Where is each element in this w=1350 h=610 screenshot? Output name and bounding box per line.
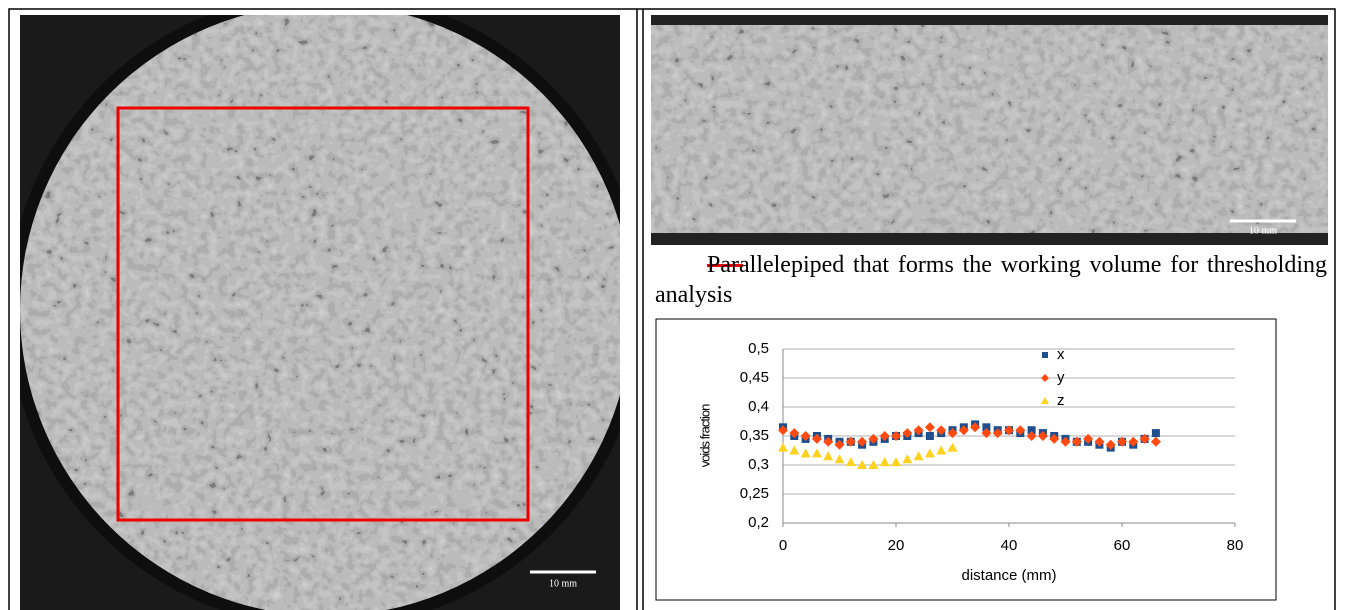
data-point <box>981 428 992 439</box>
working-volume-box <box>116 106 530 522</box>
y-tick-label: 0,3 <box>748 456 769 473</box>
data-point <box>1151 429 1160 438</box>
legend-line <box>707 264 743 267</box>
scale-label: 10 mm <box>1249 225 1277 236</box>
ct-cross-section <box>20 15 620 610</box>
data-point <box>800 448 811 458</box>
data-point <box>845 436 856 447</box>
caption: Parallelepiped that forms the working vo… <box>655 252 1327 308</box>
data-point <box>811 433 822 444</box>
data-point <box>902 428 913 439</box>
data-point <box>811 448 822 458</box>
data-point <box>1027 426 1036 435</box>
data-point <box>947 442 958 452</box>
data-point <box>936 445 947 455</box>
data-point <box>1026 431 1037 441</box>
x-tick-label: 0 <box>779 537 787 554</box>
data-point <box>800 431 811 441</box>
data-point <box>1049 433 1060 444</box>
legend-label: x <box>1057 346 1065 363</box>
data-point <box>902 454 913 464</box>
data-point <box>936 425 947 436</box>
data-point <box>1071 436 1082 447</box>
data-point <box>982 423 991 432</box>
data-point <box>857 460 868 469</box>
data-point <box>834 454 845 464</box>
chart-frame <box>655 318 1277 601</box>
data-point <box>970 422 981 433</box>
data-point <box>789 445 800 455</box>
data-point <box>891 431 901 441</box>
data-point <box>1128 436 1139 447</box>
granular-texture <box>20 15 620 610</box>
y-tick-label: 0,35 <box>740 427 769 444</box>
legend-marker <box>1041 397 1049 404</box>
data-point <box>879 431 890 441</box>
y-tick-label: 0,45 <box>740 369 769 386</box>
data-point <box>913 425 924 436</box>
data-point <box>868 460 879 469</box>
data-point <box>1015 425 1026 436</box>
data-point <box>1094 436 1105 447</box>
scale-label: 10 mm <box>549 578 577 589</box>
x-tick-label: 60 <box>1114 537 1131 554</box>
data-point <box>778 442 788 452</box>
data-point <box>834 439 845 450</box>
data-point <box>1150 436 1161 447</box>
data-point <box>958 425 969 436</box>
data-point <box>1004 425 1014 436</box>
x-tick-label: 40 <box>1001 537 1018 554</box>
data-point <box>925 432 934 440</box>
data-point <box>891 457 901 467</box>
data-point <box>1060 436 1071 447</box>
data-point <box>823 451 834 461</box>
legend-marker <box>1041 374 1049 382</box>
y-tick-label: 0,4 <box>748 398 769 415</box>
table-border <box>8 8 1336 610</box>
data-point <box>857 436 868 447</box>
legend-label: z <box>1057 392 1065 409</box>
data-point <box>924 448 935 458</box>
legend-label: y <box>1057 369 1065 386</box>
data-point <box>823 436 834 447</box>
legend-marker <box>1042 352 1048 358</box>
y-tick-label: 0,2 <box>748 514 769 531</box>
data-point <box>789 428 800 439</box>
x-tick-label: 80 <box>1227 537 1244 554</box>
data-point <box>1037 431 1048 441</box>
data-point <box>1139 433 1150 444</box>
data-point <box>924 422 935 433</box>
y-axis-title: voids fraction <box>697 404 712 467</box>
y-tick-label: 0,25 <box>740 485 769 502</box>
data-point <box>1117 436 1127 447</box>
data-point <box>868 433 879 444</box>
data-point <box>1105 439 1116 450</box>
data-point <box>879 457 890 467</box>
data-point <box>1083 433 1094 444</box>
x-axis-title: distance (mm) <box>961 567 1056 584</box>
data-point <box>913 451 924 461</box>
y-tick-label: 0,5 <box>748 340 769 357</box>
data-point <box>845 457 856 467</box>
data-point <box>778 425 788 436</box>
chart: 0,2 0,25 0,3 0,35 0,4 0,45 0,5 0 20 40 60 80 distanc… <box>697 340 1243 584</box>
granular-texture <box>651 25 1328 233</box>
x-tick-label: 20 <box>888 537 905 554</box>
data-point <box>947 428 958 439</box>
data-point <box>992 428 1003 439</box>
